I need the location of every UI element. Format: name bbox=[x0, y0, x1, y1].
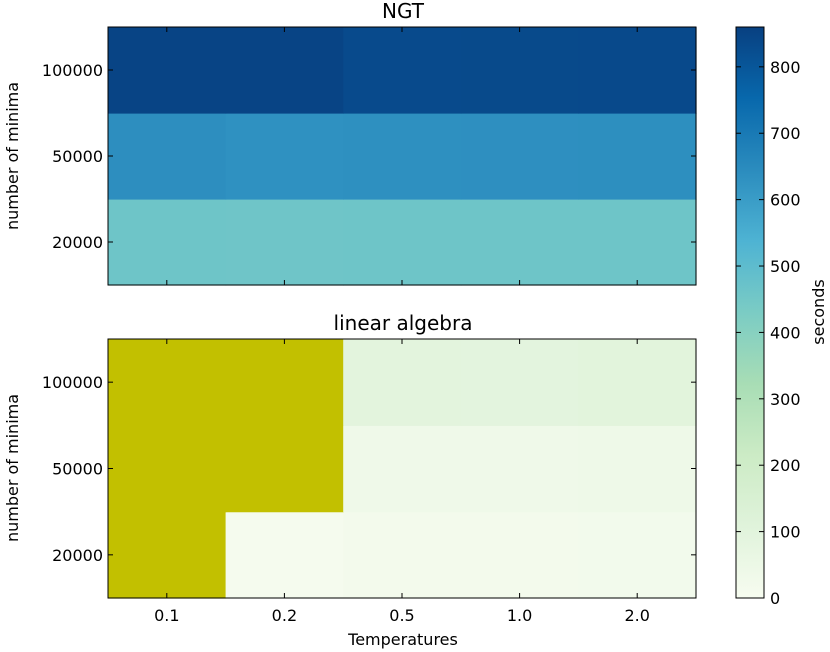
colorbar-label: seconds bbox=[809, 279, 828, 344]
linear-algebra-cell-20000-0.2 bbox=[225, 511, 344, 599]
colorbar-tick-label: 600 bbox=[770, 191, 801, 210]
linear-algebra-x-tick-label: 1.0 bbox=[507, 606, 532, 625]
linear-algebra-x-tick-label: 0.5 bbox=[389, 606, 414, 625]
colorbar-tick-label: 700 bbox=[770, 124, 801, 143]
colorbar-tick-label: 100 bbox=[770, 523, 801, 542]
linear-algebra-cells bbox=[108, 339, 697, 599]
linear-algebra-cell-50000-0.5 bbox=[343, 425, 462, 513]
linear-algebra-cell-100000-2.0 bbox=[578, 339, 697, 426]
linear-algebra-x-tick-label: 0.2 bbox=[272, 606, 297, 625]
ngt-cell-100000-2.0 bbox=[578, 27, 697, 114]
colorbar-tick-label: 800 bbox=[770, 58, 801, 77]
ngt-cell-20000-0.1 bbox=[108, 199, 227, 286]
colorbar-tick-label: 300 bbox=[770, 390, 801, 409]
colorbar-frame bbox=[735, 26, 765, 599]
ngt-cell-20000-0.5 bbox=[343, 199, 462, 286]
ngt-y-tick-label: 20000 bbox=[52, 233, 103, 252]
linear-algebra-cell-100000-1.0 bbox=[460, 339, 579, 426]
ngt-y-tick-label: 50000 bbox=[52, 147, 103, 166]
ngt-cell-50000-2.0 bbox=[578, 113, 697, 200]
linear-algebra-cell-50000-0.1 bbox=[108, 425, 227, 513]
linear-algebra-cell-20000-2.0 bbox=[578, 511, 697, 599]
ngt-cell-50000-0.5 bbox=[343, 113, 462, 200]
linear-algebra-y-tick-label: 50000 bbox=[52, 460, 103, 479]
linear-algebra-cell-100000-0.1 bbox=[108, 339, 227, 426]
colorbar-tick-label: 400 bbox=[770, 323, 801, 342]
ngt-cell-100000-0.5 bbox=[343, 27, 462, 114]
linear-algebra-title: linear algebra bbox=[334, 311, 473, 335]
linear-algebra-cell-50000-0.2 bbox=[225, 425, 344, 513]
linear-algebra-x-tick-label: 0.1 bbox=[154, 606, 179, 625]
linear-algebra-y-tick-label: 100000 bbox=[42, 373, 103, 392]
heatmap-ngt-panel: NGT 20000 50000 100000 number of minima bbox=[3, 0, 697, 286]
colorbar-gradient bbox=[736, 27, 764, 598]
linear-algebra-x-tick-label: 2.0 bbox=[624, 606, 649, 625]
linear-algebra-y-axis-label: number of minima bbox=[3, 394, 22, 542]
ngt-cell-50000-1.0 bbox=[460, 113, 579, 200]
ngt-cell-100000-0.1 bbox=[108, 27, 227, 114]
ngt-cell-20000-0.2 bbox=[225, 199, 344, 286]
ngt-y-axis-label: number of minima bbox=[3, 82, 22, 230]
ngt-cell-100000-0.2 bbox=[225, 27, 344, 114]
linear-algebra-cell-20000-0.5 bbox=[343, 511, 462, 599]
colorbar: 0 100 200 300 400 500 600 700 800 seconds bbox=[735, 26, 828, 608]
x-axis-label: Temperatures bbox=[347, 630, 458, 649]
linear-algebra-cell-20000-0.1 bbox=[108, 511, 227, 599]
colorbar-tick-label: 500 bbox=[770, 257, 801, 276]
ngt-cell-20000-1.0 bbox=[460, 199, 579, 286]
colorbar-tick-label: 200 bbox=[770, 456, 801, 475]
linear-algebra-cell-100000-0.2 bbox=[225, 339, 344, 426]
ngt-cell-50000-0.1 bbox=[108, 113, 227, 200]
colorbar-ticks: 0 100 200 300 400 500 600 700 800 bbox=[736, 58, 801, 608]
colorbar-tick-label: 0 bbox=[770, 589, 780, 608]
linear-algebra-cell-50000-2.0 bbox=[578, 425, 697, 513]
linear-algebra-cell-20000-1.0 bbox=[460, 511, 579, 599]
linear-algebra-y-tick-label: 20000 bbox=[52, 546, 103, 565]
heatmap-linear-algebra-panel: linear algebra 20000 50000 100000 0.1 0.2 0.5… bbox=[3, 311, 697, 649]
ngt-cells bbox=[108, 27, 697, 286]
linear-algebra-cell-100000-0.5 bbox=[343, 339, 462, 426]
ngt-y-tick-label: 100000 bbox=[42, 61, 103, 80]
ngt-ticks: 20000 50000 100000 bbox=[42, 27, 696, 285]
linear-algebra-cell-50000-1.0 bbox=[460, 425, 579, 513]
ngt-cell-100000-1.0 bbox=[460, 27, 579, 114]
linear-algebra-ticks: 20000 50000 100000 0.1 0.2 0.5 1.0 2.0 bbox=[42, 339, 696, 625]
ngt-cell-50000-0.2 bbox=[225, 113, 344, 200]
ngt-title: NGT bbox=[382, 0, 425, 23]
ngt-cell-20000-2.0 bbox=[578, 199, 697, 286]
